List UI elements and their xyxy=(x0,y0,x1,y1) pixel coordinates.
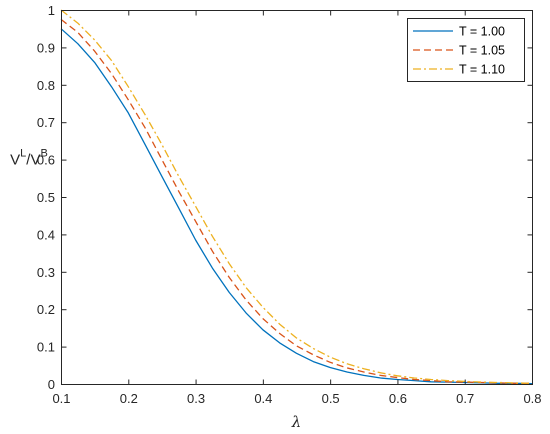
x-tick-label: 0.5 xyxy=(322,391,340,406)
legend-label-3: T = 1.10 xyxy=(459,63,505,77)
series-layer xyxy=(60,9,533,385)
series-line-2 xyxy=(60,18,532,384)
legend-label-2: T = 1.05 xyxy=(459,44,505,58)
series-line-3 xyxy=(60,9,533,384)
x-tick-label: 0.4 xyxy=(254,391,272,406)
x-tick-label: 0.6 xyxy=(389,391,407,406)
x-tick-label: 0.3 xyxy=(187,391,205,406)
y-tick-label: 1 xyxy=(48,3,55,18)
y-tick-label: 0 xyxy=(48,377,55,392)
y-axis-label: VL/VB xyxy=(10,148,48,169)
series-line-1 xyxy=(60,28,533,385)
legend-label-1: T = 1.00 xyxy=(459,25,505,39)
y-label-sup-b: B xyxy=(40,148,47,160)
y-label-separator: /V xyxy=(26,152,40,169)
x-tick-label: 0.8 xyxy=(523,391,541,406)
y-tick-label: 0.5 xyxy=(37,190,55,205)
y-tick-label: 0.2 xyxy=(37,302,55,317)
x-tick-label: 0.2 xyxy=(120,391,138,406)
y-tick-label: 0.8 xyxy=(37,78,55,93)
legend: T = 1.00 T = 1.05 T = 1.10 xyxy=(407,18,525,82)
y-tick-label: 0.6 xyxy=(37,153,55,168)
y-tick-label: 0.7 xyxy=(37,115,55,130)
y-tick-label: 0.3 xyxy=(37,265,55,280)
x-tick-label: 0.7 xyxy=(456,391,474,406)
x-axis-label: λ xyxy=(291,413,302,431)
y-tick-label: 0.9 xyxy=(37,40,55,55)
y-label-sup-l: L xyxy=(20,148,26,160)
x-tick-label: 0.1 xyxy=(52,391,70,406)
ticks-layer: 0.1 0.2 0.3 0.4 0.5 0.6 0.7 0.800.10.20.30.40.5… xyxy=(37,3,542,406)
y-label-main: V xyxy=(10,152,20,169)
y-tick-label: 0.1 xyxy=(37,340,55,355)
y-tick-label: 0.4 xyxy=(37,227,55,242)
